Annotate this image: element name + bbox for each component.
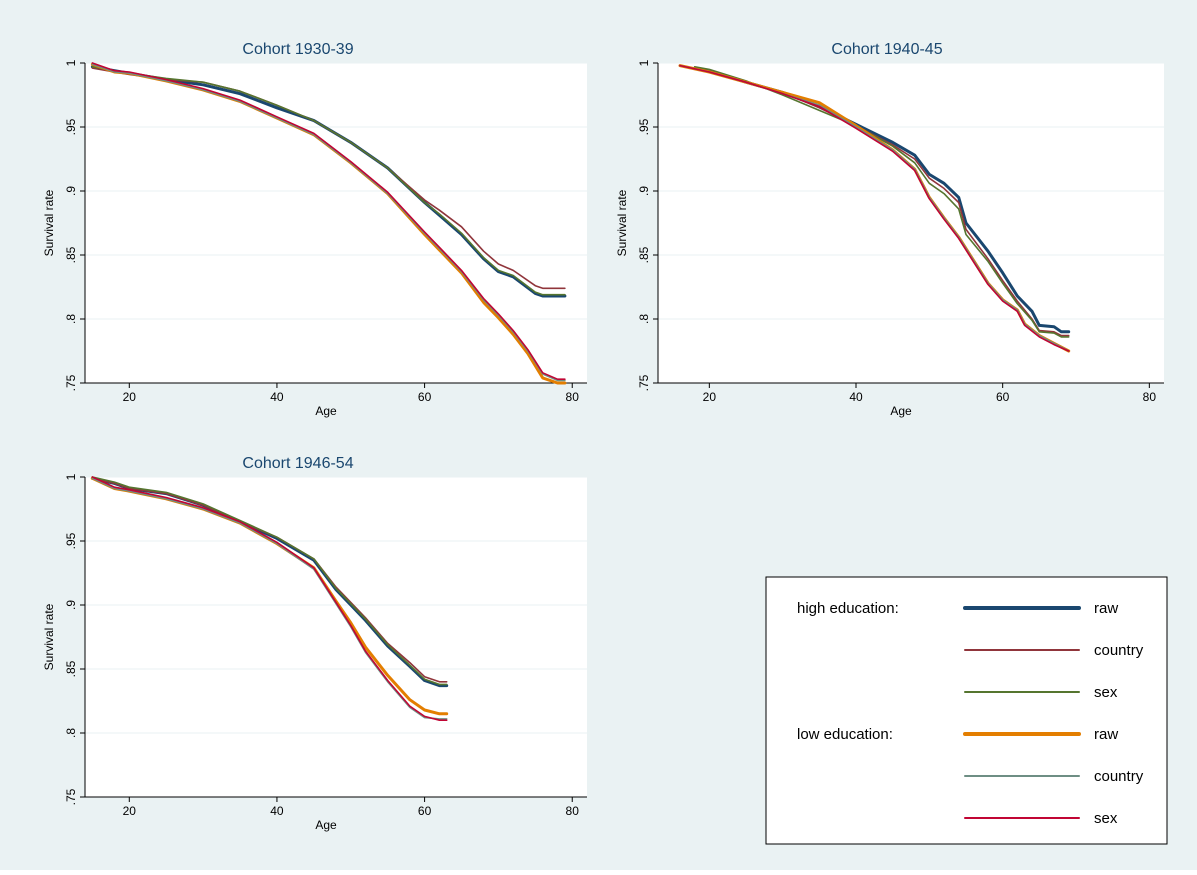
y-tick-label: .75 [64,374,78,391]
x-tick-label: 80 [566,390,580,404]
legend-group-label: low education: [797,726,893,743]
x-tick-label: 20 [123,390,137,404]
series-line-low-education-sex [91,62,566,381]
x-tick-label: 40 [849,390,863,404]
chart-title: Cohort 1940-45 [831,41,942,58]
y-tick-label: .75 [64,788,78,805]
y-tick-label: .8 [64,314,78,324]
y-tick-label: .8 [64,728,78,738]
x-tick-label: 60 [996,390,1010,404]
x-axis-label: Age [315,404,337,418]
chart-panel-3: .75 .8 .85 .9 .95 1 20 40 60 80 Cohort 1946-54 Age S… [42,455,587,832]
chart-panel-1: .75 .8 .85 .9 .95 1 20 40 60 80 Cohort 1930-39 Age S… [42,41,587,418]
series-line-high-education-sex [91,66,566,296]
x-tick-label: 20 [123,804,137,818]
x-tick-label: 60 [418,804,432,818]
x-tick-label: 40 [270,390,284,404]
legend-entry-label: sex [1094,684,1118,701]
legend: high education: raw country sex low educatio… [765,576,1168,845]
legend-entry-label: country [1094,768,1144,785]
series-line-high-education-sex [91,476,448,686]
y-tick-label: .85 [64,660,78,677]
y-tick-label: .85 [637,246,651,263]
legend-entry-label: sex [1094,810,1118,827]
series-line-low-education-sex [679,64,1070,352]
x-tick-label: 80 [1143,390,1157,404]
legend-entry-label: raw [1094,726,1118,743]
y-tick-label: .8 [637,314,651,324]
x-tick-label: 20 [703,390,717,404]
chart-panels: .75 .8 .85 .9 .95 1 20 40 60 80 Cohort 1930-39 Age S… [42,41,1164,832]
x-tick-label: 40 [270,804,284,818]
x-tick-label: 80 [566,804,580,818]
y-axis-label: Survival rate [42,189,56,256]
y-axis-label: Survival rate [615,189,629,256]
y-tick-label: .9 [64,600,78,610]
x-axis-label: Age [890,404,912,418]
plot-area [85,477,587,797]
series-line-high-education-sex [693,66,1070,338]
chart-title: Cohort 1930-39 [242,41,353,58]
chart-panel-2: .75 .8 .85 .9 .95 1 20 40 60 80 Cohort 1940-45 Age S… [615,41,1164,418]
y-tick-label: .95 [637,118,651,135]
y-tick-label: .9 [637,186,651,196]
plot-area [658,63,1164,383]
y-tick-label: .9 [64,186,78,196]
legend-box [765,576,1168,845]
x-tick-label: 60 [418,390,432,404]
y-tick-label: .85 [64,246,78,263]
y-axis-label: Survival rate [42,603,56,670]
y-tick-label: 1 [64,59,78,66]
plot-area [85,63,587,383]
y-tick-label: .95 [64,118,78,135]
y-tick-label: 1 [64,473,78,480]
x-axis-label: Age [315,818,337,832]
series-line-low-education-sex [91,476,448,722]
y-tick-label: .95 [64,532,78,549]
legend-entry-label: raw [1094,600,1118,617]
y-tick-label: .75 [637,374,651,391]
y-tick-label: 1 [637,59,651,66]
legend-entry-label: country [1094,642,1144,659]
chart-title: Cohort 1946-54 [242,455,353,472]
legend-group-label: high education: [797,600,899,617]
